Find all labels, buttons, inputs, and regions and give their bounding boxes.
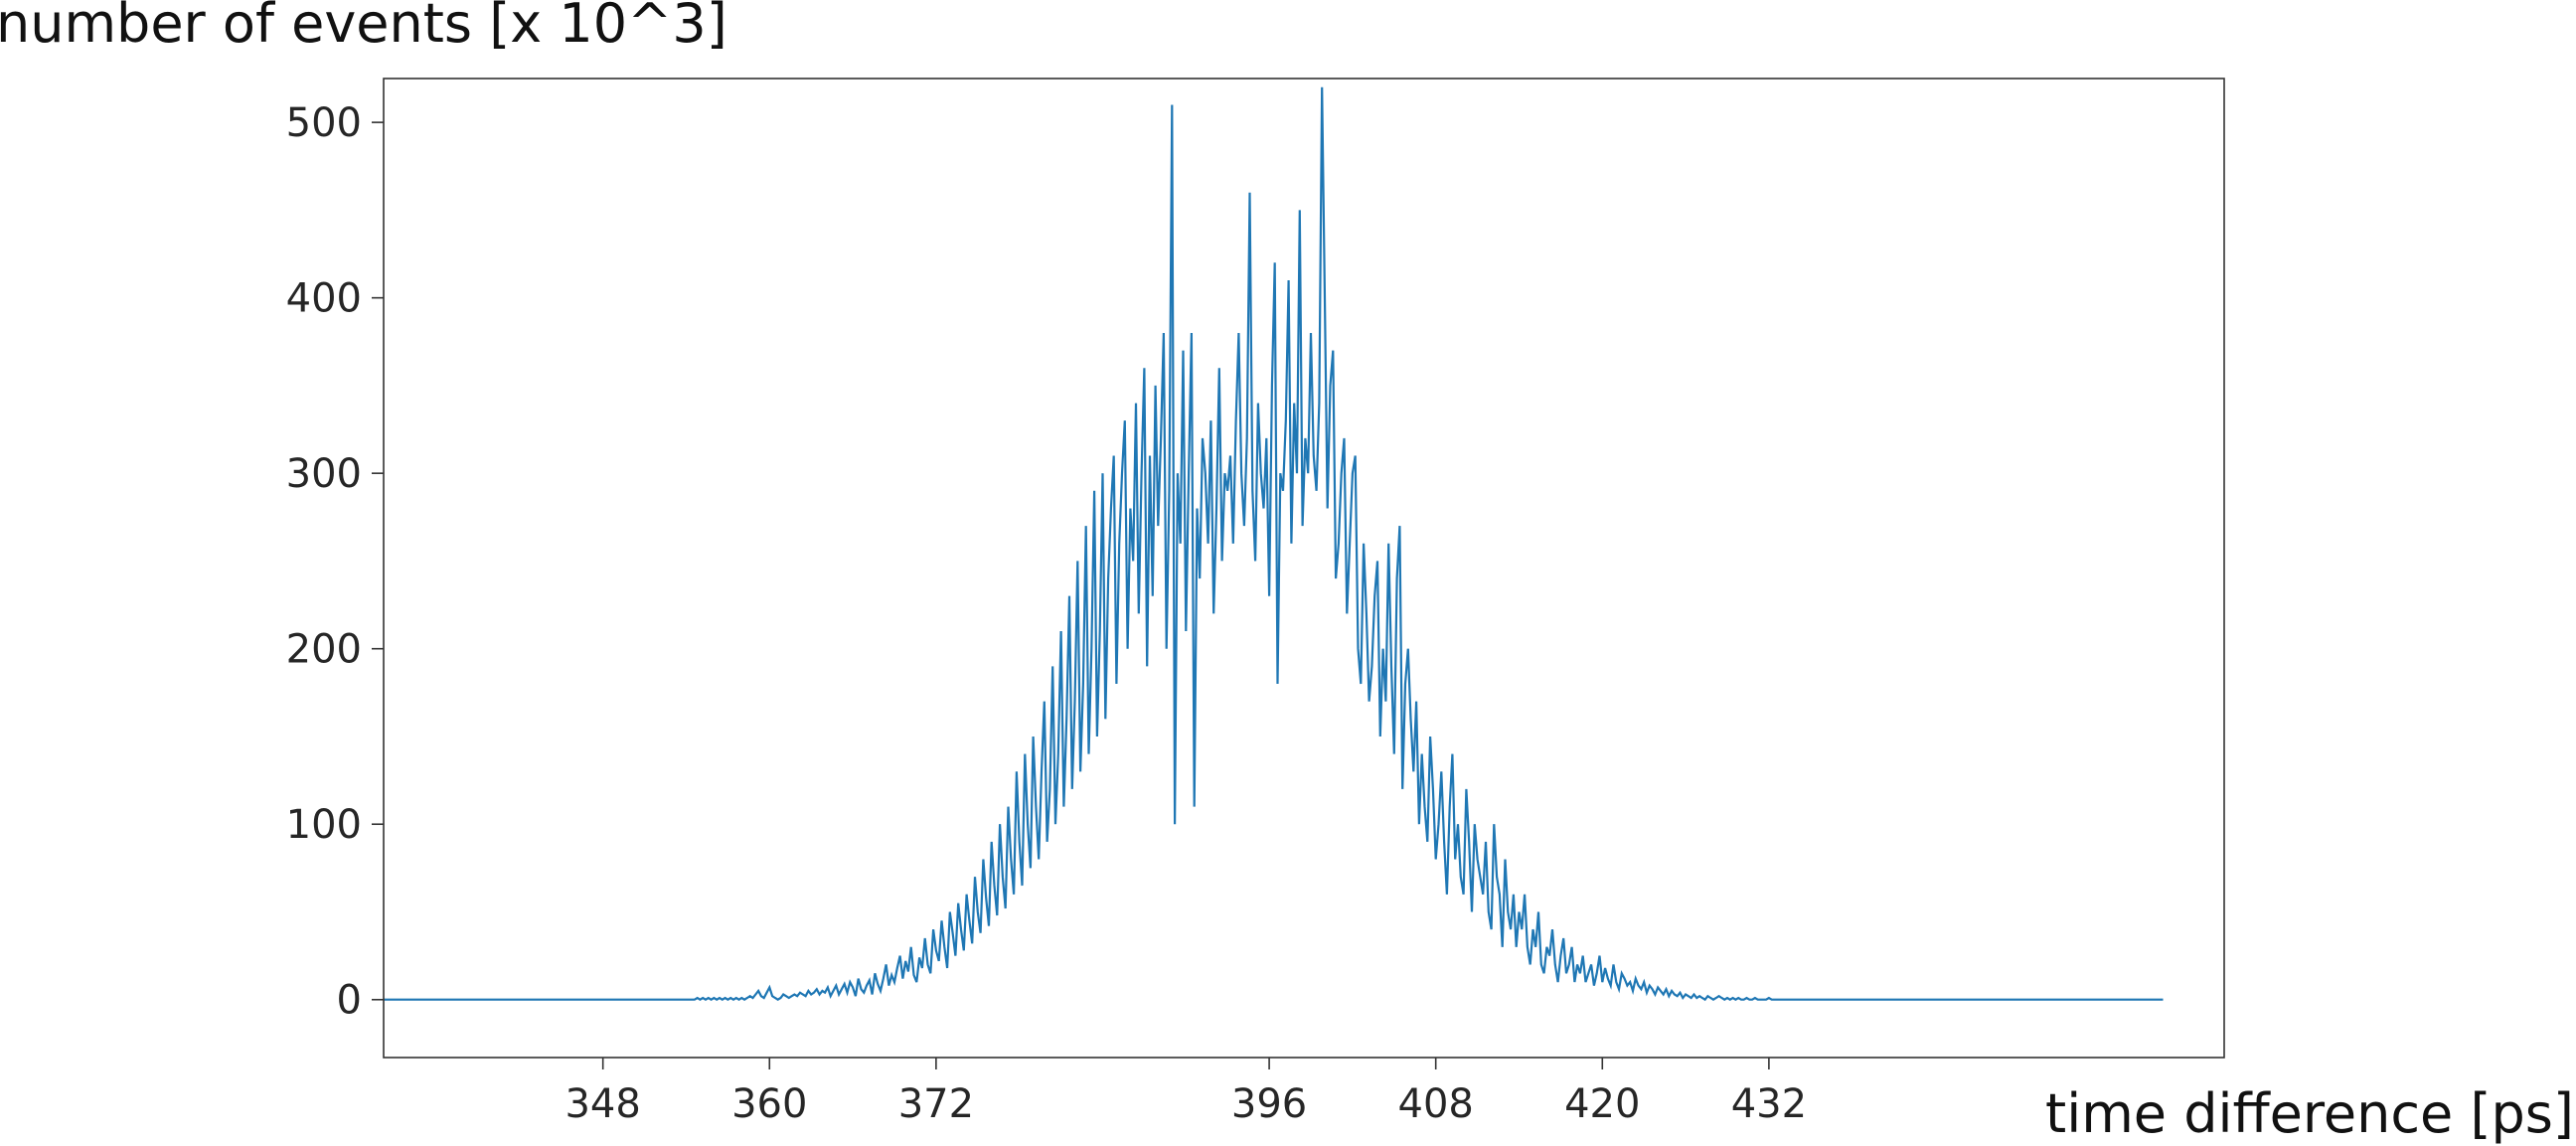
x-tick-label: 432	[1731, 1081, 1807, 1127]
x-tick-label: 420	[1564, 1081, 1640, 1127]
x-axis-title: time difference [ps]	[2045, 1082, 2574, 1145]
x-axis: 348 360 372 396 408 420 432	[564, 1058, 1807, 1127]
x-tick-label: 348	[564, 1081, 640, 1127]
y-tick-label: 300	[286, 451, 362, 497]
y-axis-title: number of events [x 10^3]	[0, 0, 727, 55]
x-tick-label: 372	[898, 1081, 974, 1127]
x-tick-label: 408	[1398, 1081, 1474, 1127]
y-tick-label: 500	[286, 100, 362, 146]
y-tick-label: 400	[286, 276, 362, 322]
plot-area	[383, 78, 2225, 1059]
y-tick-label: 200	[286, 627, 362, 673]
x-tick-label: 360	[731, 1081, 807, 1127]
x-tick-label: 396	[1231, 1081, 1307, 1127]
series-line	[384, 86, 2164, 1002]
y-tick-label: 0	[337, 978, 362, 1024]
y-tick-label: 100	[286, 802, 362, 848]
y-axis: 0 100 200 300 400 500	[286, 100, 384, 1024]
plot-frame	[383, 78, 2225, 1059]
